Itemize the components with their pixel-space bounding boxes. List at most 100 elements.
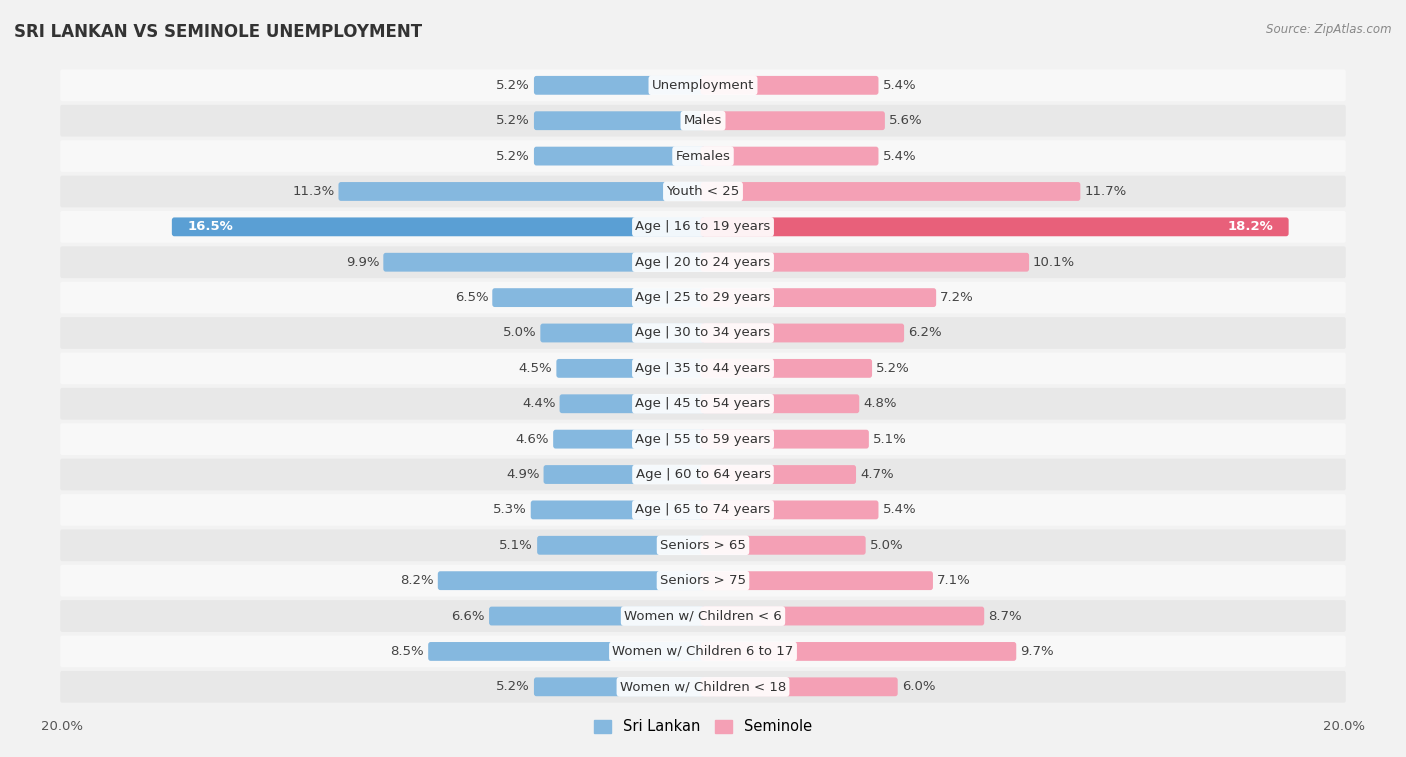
FancyBboxPatch shape [429, 642, 706, 661]
FancyBboxPatch shape [700, 182, 1080, 201]
Text: 11.3%: 11.3% [292, 185, 335, 198]
FancyBboxPatch shape [60, 317, 1346, 349]
Text: 8.2%: 8.2% [401, 574, 434, 587]
FancyBboxPatch shape [700, 217, 1289, 236]
FancyBboxPatch shape [700, 111, 884, 130]
FancyBboxPatch shape [534, 147, 706, 166]
Text: Age | 55 to 59 years: Age | 55 to 59 years [636, 433, 770, 446]
FancyBboxPatch shape [700, 253, 1029, 272]
FancyBboxPatch shape [60, 529, 1346, 561]
Text: 8.7%: 8.7% [988, 609, 1022, 622]
Text: 5.2%: 5.2% [496, 114, 530, 127]
Text: Males: Males [683, 114, 723, 127]
FancyBboxPatch shape [544, 465, 706, 484]
FancyBboxPatch shape [339, 182, 706, 201]
FancyBboxPatch shape [60, 494, 1346, 526]
Text: Age | 30 to 34 years: Age | 30 to 34 years [636, 326, 770, 339]
Text: 5.2%: 5.2% [876, 362, 910, 375]
Text: 6.0%: 6.0% [901, 681, 935, 693]
Text: Women w/ Children < 18: Women w/ Children < 18 [620, 681, 786, 693]
Text: Age | 45 to 54 years: Age | 45 to 54 years [636, 397, 770, 410]
FancyBboxPatch shape [560, 394, 706, 413]
Text: SRI LANKAN VS SEMINOLE UNEMPLOYMENT: SRI LANKAN VS SEMINOLE UNEMPLOYMENT [14, 23, 422, 41]
FancyBboxPatch shape [384, 253, 706, 272]
Text: Seniors > 75: Seniors > 75 [659, 574, 747, 587]
Text: 16.5%: 16.5% [187, 220, 233, 233]
Text: 5.0%: 5.0% [870, 539, 903, 552]
FancyBboxPatch shape [700, 323, 904, 342]
Text: 11.7%: 11.7% [1084, 185, 1126, 198]
FancyBboxPatch shape [553, 430, 706, 449]
Text: Unemployment: Unemployment [652, 79, 754, 92]
FancyBboxPatch shape [60, 636, 1346, 668]
Text: 4.7%: 4.7% [860, 468, 894, 481]
FancyBboxPatch shape [437, 572, 706, 590]
FancyBboxPatch shape [60, 423, 1346, 455]
Text: 5.2%: 5.2% [496, 681, 530, 693]
FancyBboxPatch shape [700, 465, 856, 484]
FancyBboxPatch shape [60, 282, 1346, 313]
FancyBboxPatch shape [60, 388, 1346, 419]
Text: 5.4%: 5.4% [883, 150, 917, 163]
FancyBboxPatch shape [60, 70, 1346, 101]
FancyBboxPatch shape [700, 288, 936, 307]
FancyBboxPatch shape [700, 606, 984, 625]
Text: 5.0%: 5.0% [503, 326, 536, 339]
FancyBboxPatch shape [60, 140, 1346, 172]
FancyBboxPatch shape [700, 536, 866, 555]
Text: 7.2%: 7.2% [941, 291, 974, 304]
Text: 6.6%: 6.6% [451, 609, 485, 622]
FancyBboxPatch shape [60, 600, 1346, 632]
Text: Seniors > 65: Seniors > 65 [659, 539, 747, 552]
Text: Age | 20 to 24 years: Age | 20 to 24 years [636, 256, 770, 269]
FancyBboxPatch shape [60, 353, 1346, 385]
FancyBboxPatch shape [700, 678, 897, 696]
FancyBboxPatch shape [60, 211, 1346, 243]
Text: 5.1%: 5.1% [873, 433, 907, 446]
Text: 4.5%: 4.5% [519, 362, 553, 375]
Text: 4.9%: 4.9% [506, 468, 540, 481]
FancyBboxPatch shape [60, 565, 1346, 597]
Text: 5.6%: 5.6% [889, 114, 922, 127]
Text: Source: ZipAtlas.com: Source: ZipAtlas.com [1267, 23, 1392, 36]
Legend: Sri Lankan, Seminole: Sri Lankan, Seminole [588, 713, 818, 740]
FancyBboxPatch shape [60, 104, 1346, 136]
FancyBboxPatch shape [60, 246, 1346, 278]
Text: 5.3%: 5.3% [494, 503, 527, 516]
Text: 7.1%: 7.1% [936, 574, 970, 587]
FancyBboxPatch shape [700, 500, 879, 519]
Text: Females: Females [675, 150, 731, 163]
Text: Age | 16 to 19 years: Age | 16 to 19 years [636, 220, 770, 233]
FancyBboxPatch shape [700, 642, 1017, 661]
FancyBboxPatch shape [489, 606, 706, 625]
FancyBboxPatch shape [534, 678, 706, 696]
Text: 8.5%: 8.5% [391, 645, 425, 658]
Text: 9.7%: 9.7% [1021, 645, 1054, 658]
Text: Age | 25 to 29 years: Age | 25 to 29 years [636, 291, 770, 304]
FancyBboxPatch shape [700, 359, 872, 378]
Text: 6.5%: 6.5% [454, 291, 488, 304]
Text: 4.6%: 4.6% [516, 433, 550, 446]
Text: 18.2%: 18.2% [1227, 220, 1274, 233]
Text: Women w/ Children < 6: Women w/ Children < 6 [624, 609, 782, 622]
Text: 9.9%: 9.9% [346, 256, 380, 269]
Text: 5.4%: 5.4% [883, 503, 917, 516]
FancyBboxPatch shape [530, 500, 706, 519]
FancyBboxPatch shape [557, 359, 706, 378]
Text: 4.4%: 4.4% [522, 397, 555, 410]
Text: Age | 35 to 44 years: Age | 35 to 44 years [636, 362, 770, 375]
Text: 5.2%: 5.2% [496, 150, 530, 163]
FancyBboxPatch shape [700, 394, 859, 413]
FancyBboxPatch shape [534, 111, 706, 130]
FancyBboxPatch shape [537, 536, 706, 555]
Text: 10.1%: 10.1% [1033, 256, 1076, 269]
Text: Age | 60 to 64 years: Age | 60 to 64 years [636, 468, 770, 481]
FancyBboxPatch shape [534, 76, 706, 95]
Text: 5.1%: 5.1% [499, 539, 533, 552]
Text: Women w/ Children 6 to 17: Women w/ Children 6 to 17 [613, 645, 793, 658]
FancyBboxPatch shape [540, 323, 706, 342]
FancyBboxPatch shape [700, 147, 879, 166]
Text: 6.2%: 6.2% [908, 326, 942, 339]
FancyBboxPatch shape [492, 288, 706, 307]
Text: Age | 65 to 74 years: Age | 65 to 74 years [636, 503, 770, 516]
